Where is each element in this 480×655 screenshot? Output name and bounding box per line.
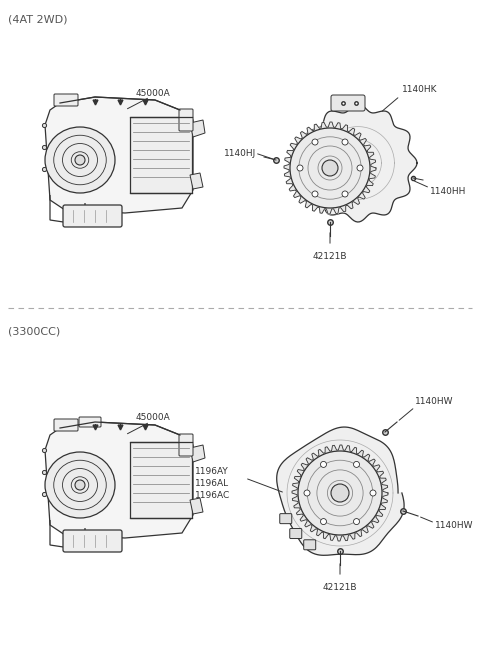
FancyBboxPatch shape (280, 514, 292, 523)
Ellipse shape (75, 155, 85, 165)
Circle shape (290, 128, 370, 208)
Text: 1196AY: 1196AY (195, 466, 229, 476)
Polygon shape (190, 120, 205, 137)
FancyBboxPatch shape (54, 94, 78, 106)
Polygon shape (190, 173, 203, 189)
Text: 1140HH: 1140HH (430, 187, 467, 195)
Polygon shape (292, 445, 388, 541)
Ellipse shape (75, 480, 85, 490)
FancyBboxPatch shape (130, 442, 192, 518)
FancyBboxPatch shape (54, 419, 78, 431)
Text: 1140HW: 1140HW (415, 398, 454, 407)
Circle shape (304, 490, 310, 496)
Circle shape (297, 165, 303, 171)
Text: (4AT 2WD): (4AT 2WD) (8, 14, 68, 24)
Ellipse shape (45, 127, 115, 193)
FancyBboxPatch shape (331, 95, 365, 111)
Polygon shape (299, 104, 417, 222)
Text: 45000A: 45000A (136, 413, 170, 422)
Circle shape (298, 451, 382, 535)
Text: 1140HK: 1140HK (402, 86, 437, 94)
FancyBboxPatch shape (79, 417, 101, 427)
FancyBboxPatch shape (63, 530, 122, 552)
Text: 45000A: 45000A (136, 88, 170, 98)
FancyBboxPatch shape (304, 540, 316, 550)
Circle shape (370, 490, 376, 496)
Text: (3300CC): (3300CC) (8, 326, 60, 336)
Circle shape (353, 461, 360, 468)
Circle shape (331, 484, 349, 502)
Circle shape (321, 519, 326, 525)
Text: 1140HJ: 1140HJ (224, 149, 256, 157)
Polygon shape (190, 498, 203, 514)
Circle shape (312, 139, 318, 145)
Text: 1196AL: 1196AL (195, 479, 229, 487)
Circle shape (321, 461, 326, 468)
Circle shape (312, 191, 318, 197)
Text: 1140HW: 1140HW (435, 521, 473, 531)
Circle shape (353, 519, 360, 525)
FancyBboxPatch shape (130, 117, 192, 193)
Polygon shape (190, 445, 205, 462)
Circle shape (342, 191, 348, 197)
FancyBboxPatch shape (290, 529, 302, 538)
Circle shape (342, 139, 348, 145)
Polygon shape (45, 422, 193, 538)
Text: 42121B: 42121B (313, 252, 347, 261)
Polygon shape (45, 97, 193, 213)
FancyBboxPatch shape (179, 434, 193, 456)
Text: 1196AC: 1196AC (195, 491, 230, 500)
FancyBboxPatch shape (63, 205, 122, 227)
Polygon shape (276, 427, 404, 555)
Circle shape (357, 165, 363, 171)
Circle shape (322, 160, 338, 176)
FancyBboxPatch shape (179, 109, 193, 131)
Ellipse shape (45, 452, 115, 518)
Polygon shape (284, 122, 376, 214)
Text: 42121B: 42121B (323, 583, 357, 592)
